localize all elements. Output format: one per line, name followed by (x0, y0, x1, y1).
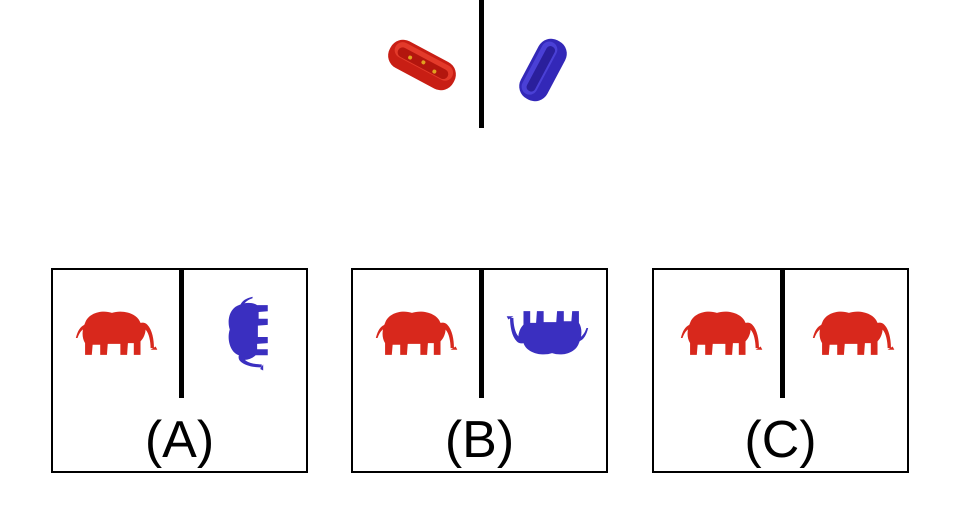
elephant-blue-rotated-icon (221, 292, 277, 376)
option-a-divider (179, 270, 184, 398)
option-c-divider (780, 270, 785, 398)
option-b-label: (B) (444, 411, 515, 469)
option-b-divider (479, 270, 484, 398)
elephant-red-icon (812, 306, 896, 360)
hotdog-red-icon (382, 30, 462, 100)
reference-pair (370, 0, 590, 130)
elephant-red-icon (375, 306, 459, 360)
option-a-label: (A) (144, 411, 215, 469)
option-a[interactable]: (A) (51, 268, 308, 473)
elephant-red-icon (680, 306, 764, 360)
hotdog-blue-icon (508, 30, 578, 110)
option-c[interactable]: (C) (652, 268, 909, 473)
option-c-label: (C) (744, 411, 817, 469)
option-b[interactable]: (B) (351, 268, 608, 473)
elephant-blue-upside-down-icon (505, 306, 589, 360)
reference-divider (479, 0, 484, 128)
elephant-red-icon (75, 306, 159, 360)
